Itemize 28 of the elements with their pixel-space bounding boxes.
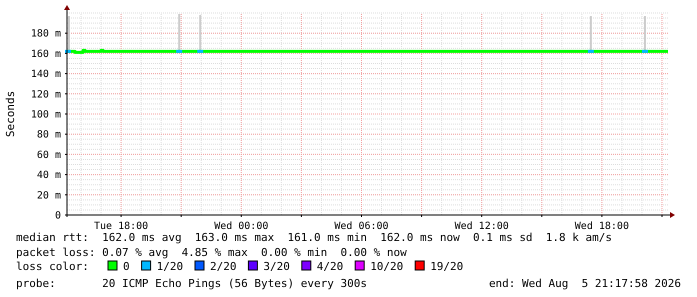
y-tick-label: 0 (54, 210, 61, 222)
y-tick-label: 160 m (30, 48, 61, 60)
y-tick-label: 40 m (36, 170, 61, 182)
legend-label: 2/20 (210, 260, 236, 273)
text: packet loss: 0.07 % avg 4.85 % max 0.00 % min 0.00 % now (16, 246, 408, 259)
y-axis-title: Seconds (4, 90, 17, 138)
x-tick-label: Tue 18:00 (94, 221, 148, 232)
legend-label: 10/20 (370, 260, 404, 273)
x-tick-label: Wed 18:00 (574, 221, 629, 232)
legend-label: 4/20 (316, 260, 344, 273)
y-tick-label: 180 m (30, 28, 61, 40)
y-tick-label: 80 m (36, 130, 61, 141)
y-tick-label: 60 m (36, 150, 61, 161)
legend-label: 1/20 (156, 260, 184, 273)
x-tick-label: Wed 12:00 (454, 221, 509, 232)
legend-label: 0 (123, 260, 130, 273)
text: probe: 20 ICMP Echo Pings (56 Bytes) every 300s (16, 277, 367, 290)
y-tick-label: 20 m (36, 190, 61, 202)
legend-label: 19/20 (430, 260, 464, 273)
x-tick-label: Wed 00:00 (214, 221, 268, 232)
text: end: Wed Aug 5 21:17:58 2026 (488, 277, 681, 290)
legend-label: 3/20 (263, 260, 290, 273)
y-tick-label: 120 m (30, 89, 61, 100)
x-tick-label: Wed 06:00 (334, 221, 389, 232)
y-tick-label: 140 m (30, 69, 61, 80)
y-tick-label: 100 m (30, 110, 61, 120)
text: median rtt: 162.0 ms avg 163.0 ms max 161.0 ms min 162.0 ms now 0.1 ms sd 1.8 k am/s (16, 231, 612, 244)
legend-title: loss color: (16, 260, 89, 273)
